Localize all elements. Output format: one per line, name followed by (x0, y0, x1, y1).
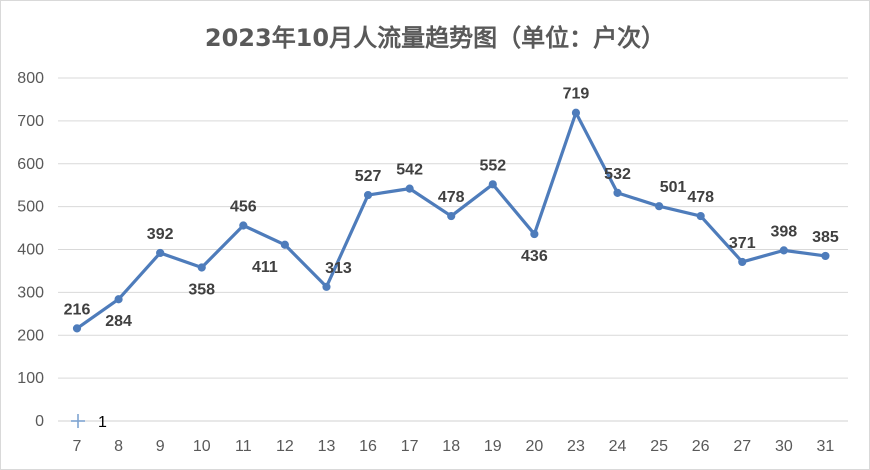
data-point (447, 211, 456, 221)
data-point (72, 324, 82, 333)
data-label: 411 (252, 259, 278, 276)
x-tick-label: 24 (609, 438, 627, 455)
data-label: 478 (438, 189, 465, 206)
data-point (613, 188, 622, 198)
data-label: 501 (660, 179, 687, 196)
y-tick-label: 200 (17, 327, 44, 344)
legend: 1 (71, 414, 107, 431)
data-point (156, 248, 165, 258)
plus-icon (71, 414, 85, 428)
x-tick-label: 31 (817, 438, 835, 455)
data-label: 313 (325, 260, 352, 277)
data-point (363, 190, 373, 200)
data-point (738, 257, 747, 267)
data-point (571, 108, 581, 117)
y-tick-label: 300 (17, 284, 44, 301)
data-label: 436 (521, 248, 548, 265)
gridlines (58, 77, 848, 422)
x-tick-label: 7 (73, 438, 82, 455)
y-axis: 0 100 200 300 400 500 600 700 800 (17, 70, 44, 430)
x-tick-label: 11 (235, 438, 252, 455)
x-tick-label: 13 (318, 438, 336, 455)
data-point (405, 184, 414, 193)
data-label: 385 (812, 229, 839, 246)
data-label: 392 (147, 226, 174, 243)
x-tick-label: 17 (401, 438, 419, 455)
x-tick-label: 23 (567, 438, 585, 455)
x-tick-label: 8 (114, 438, 123, 455)
x-tick-label: 16 (359, 438, 377, 455)
data-point (821, 251, 830, 261)
data-label: 527 (355, 168, 382, 185)
data-label: 552 (479, 157, 506, 174)
x-tick-label: 20 (525, 438, 543, 455)
data-point (322, 282, 331, 291)
data-point (530, 229, 539, 239)
data-label: 284 (105, 313, 132, 330)
data-label: 371 (729, 235, 756, 252)
y-tick-label: 600 (17, 156, 44, 173)
y-tick-label: 400 (17, 242, 44, 259)
data-label: 456 (230, 198, 257, 215)
x-tick-label: 26 (692, 438, 710, 455)
data-label: 719 (563, 86, 590, 103)
data-point (488, 180, 497, 189)
x-tick-label: 18 (442, 438, 460, 455)
data-point (197, 263, 206, 272)
data-label: 532 (604, 166, 631, 183)
x-tick-label: 10 (193, 438, 211, 455)
series-group (72, 108, 830, 333)
data-labels: 216 284 392 358 456 411 313 527 542 478 552 436 719 5… (64, 86, 839, 331)
x-tick-label: 9 (156, 438, 165, 455)
data-point (280, 240, 289, 249)
chart-title: 2023年10月人流量趋势图（单位：户次） (204, 24, 666, 52)
x-tick-label: 12 (276, 438, 294, 455)
data-label: 398 (770, 223, 797, 240)
y-tick-label: 500 (17, 199, 44, 216)
y-tick-label: 0 (35, 413, 44, 430)
data-point (696, 211, 705, 221)
data-point (239, 221, 248, 230)
x-tick-label: 27 (733, 438, 751, 455)
data-point (779, 246, 788, 255)
x-tick-label: 30 (775, 438, 793, 455)
y-tick-label: 100 (17, 370, 44, 387)
x-tick-label: 19 (484, 438, 502, 455)
legend-label: 1 (98, 414, 107, 431)
y-tick-label: 800 (17, 70, 44, 87)
x-axis: 7 8 9 10 11 12 13 16 17 18 19 20 23 24 25 26 27 30 31 (73, 438, 835, 455)
data-label: 358 (188, 282, 215, 299)
data-point (655, 202, 664, 211)
data-label: 478 (687, 189, 714, 206)
data-label: 542 (396, 162, 423, 179)
y-tick-label: 700 (17, 113, 44, 130)
x-tick-label: 25 (650, 438, 668, 455)
data-label: 216 (64, 301, 91, 318)
data-point (114, 295, 123, 304)
